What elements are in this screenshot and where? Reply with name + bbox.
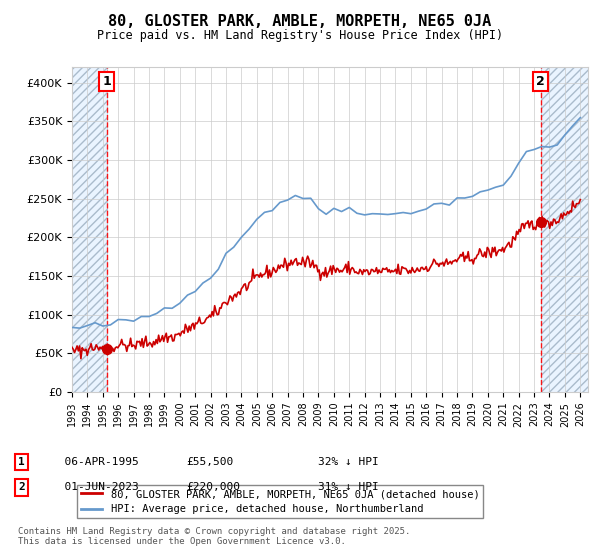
- Text: 80, GLOSTER PARK, AMBLE, MORPETH, NE65 0JA: 80, GLOSTER PARK, AMBLE, MORPETH, NE65 0…: [109, 14, 491, 29]
- Text: Contains HM Land Registry data © Crown copyright and database right 2025.
This d: Contains HM Land Registry data © Crown c…: [18, 526, 410, 546]
- Text: 31% ↓ HPI: 31% ↓ HPI: [318, 482, 379, 492]
- Text: 01-JUN-2023: 01-JUN-2023: [51, 482, 139, 492]
- Text: 1: 1: [18, 457, 25, 467]
- Bar: [541, 67, 588, 392]
- Bar: [541, 67, 588, 392]
- Text: 2: 2: [536, 75, 545, 88]
- Text: 2: 2: [18, 482, 25, 492]
- Bar: [72, 67, 107, 392]
- Text: 1: 1: [103, 75, 112, 88]
- Text: Price paid vs. HM Land Registry's House Price Index (HPI): Price paid vs. HM Land Registry's House …: [97, 29, 503, 42]
- Text: 06-APR-1995: 06-APR-1995: [51, 457, 139, 467]
- Text: £220,000: £220,000: [186, 482, 240, 492]
- Text: 32% ↓ HPI: 32% ↓ HPI: [318, 457, 379, 467]
- Text: £55,500: £55,500: [186, 457, 233, 467]
- Bar: [72, 67, 107, 392]
- Legend: 80, GLOSTER PARK, AMBLE, MORPETH, NE65 0JA (detached house), HPI: Average price,: 80, GLOSTER PARK, AMBLE, MORPETH, NE65 0…: [77, 485, 484, 519]
